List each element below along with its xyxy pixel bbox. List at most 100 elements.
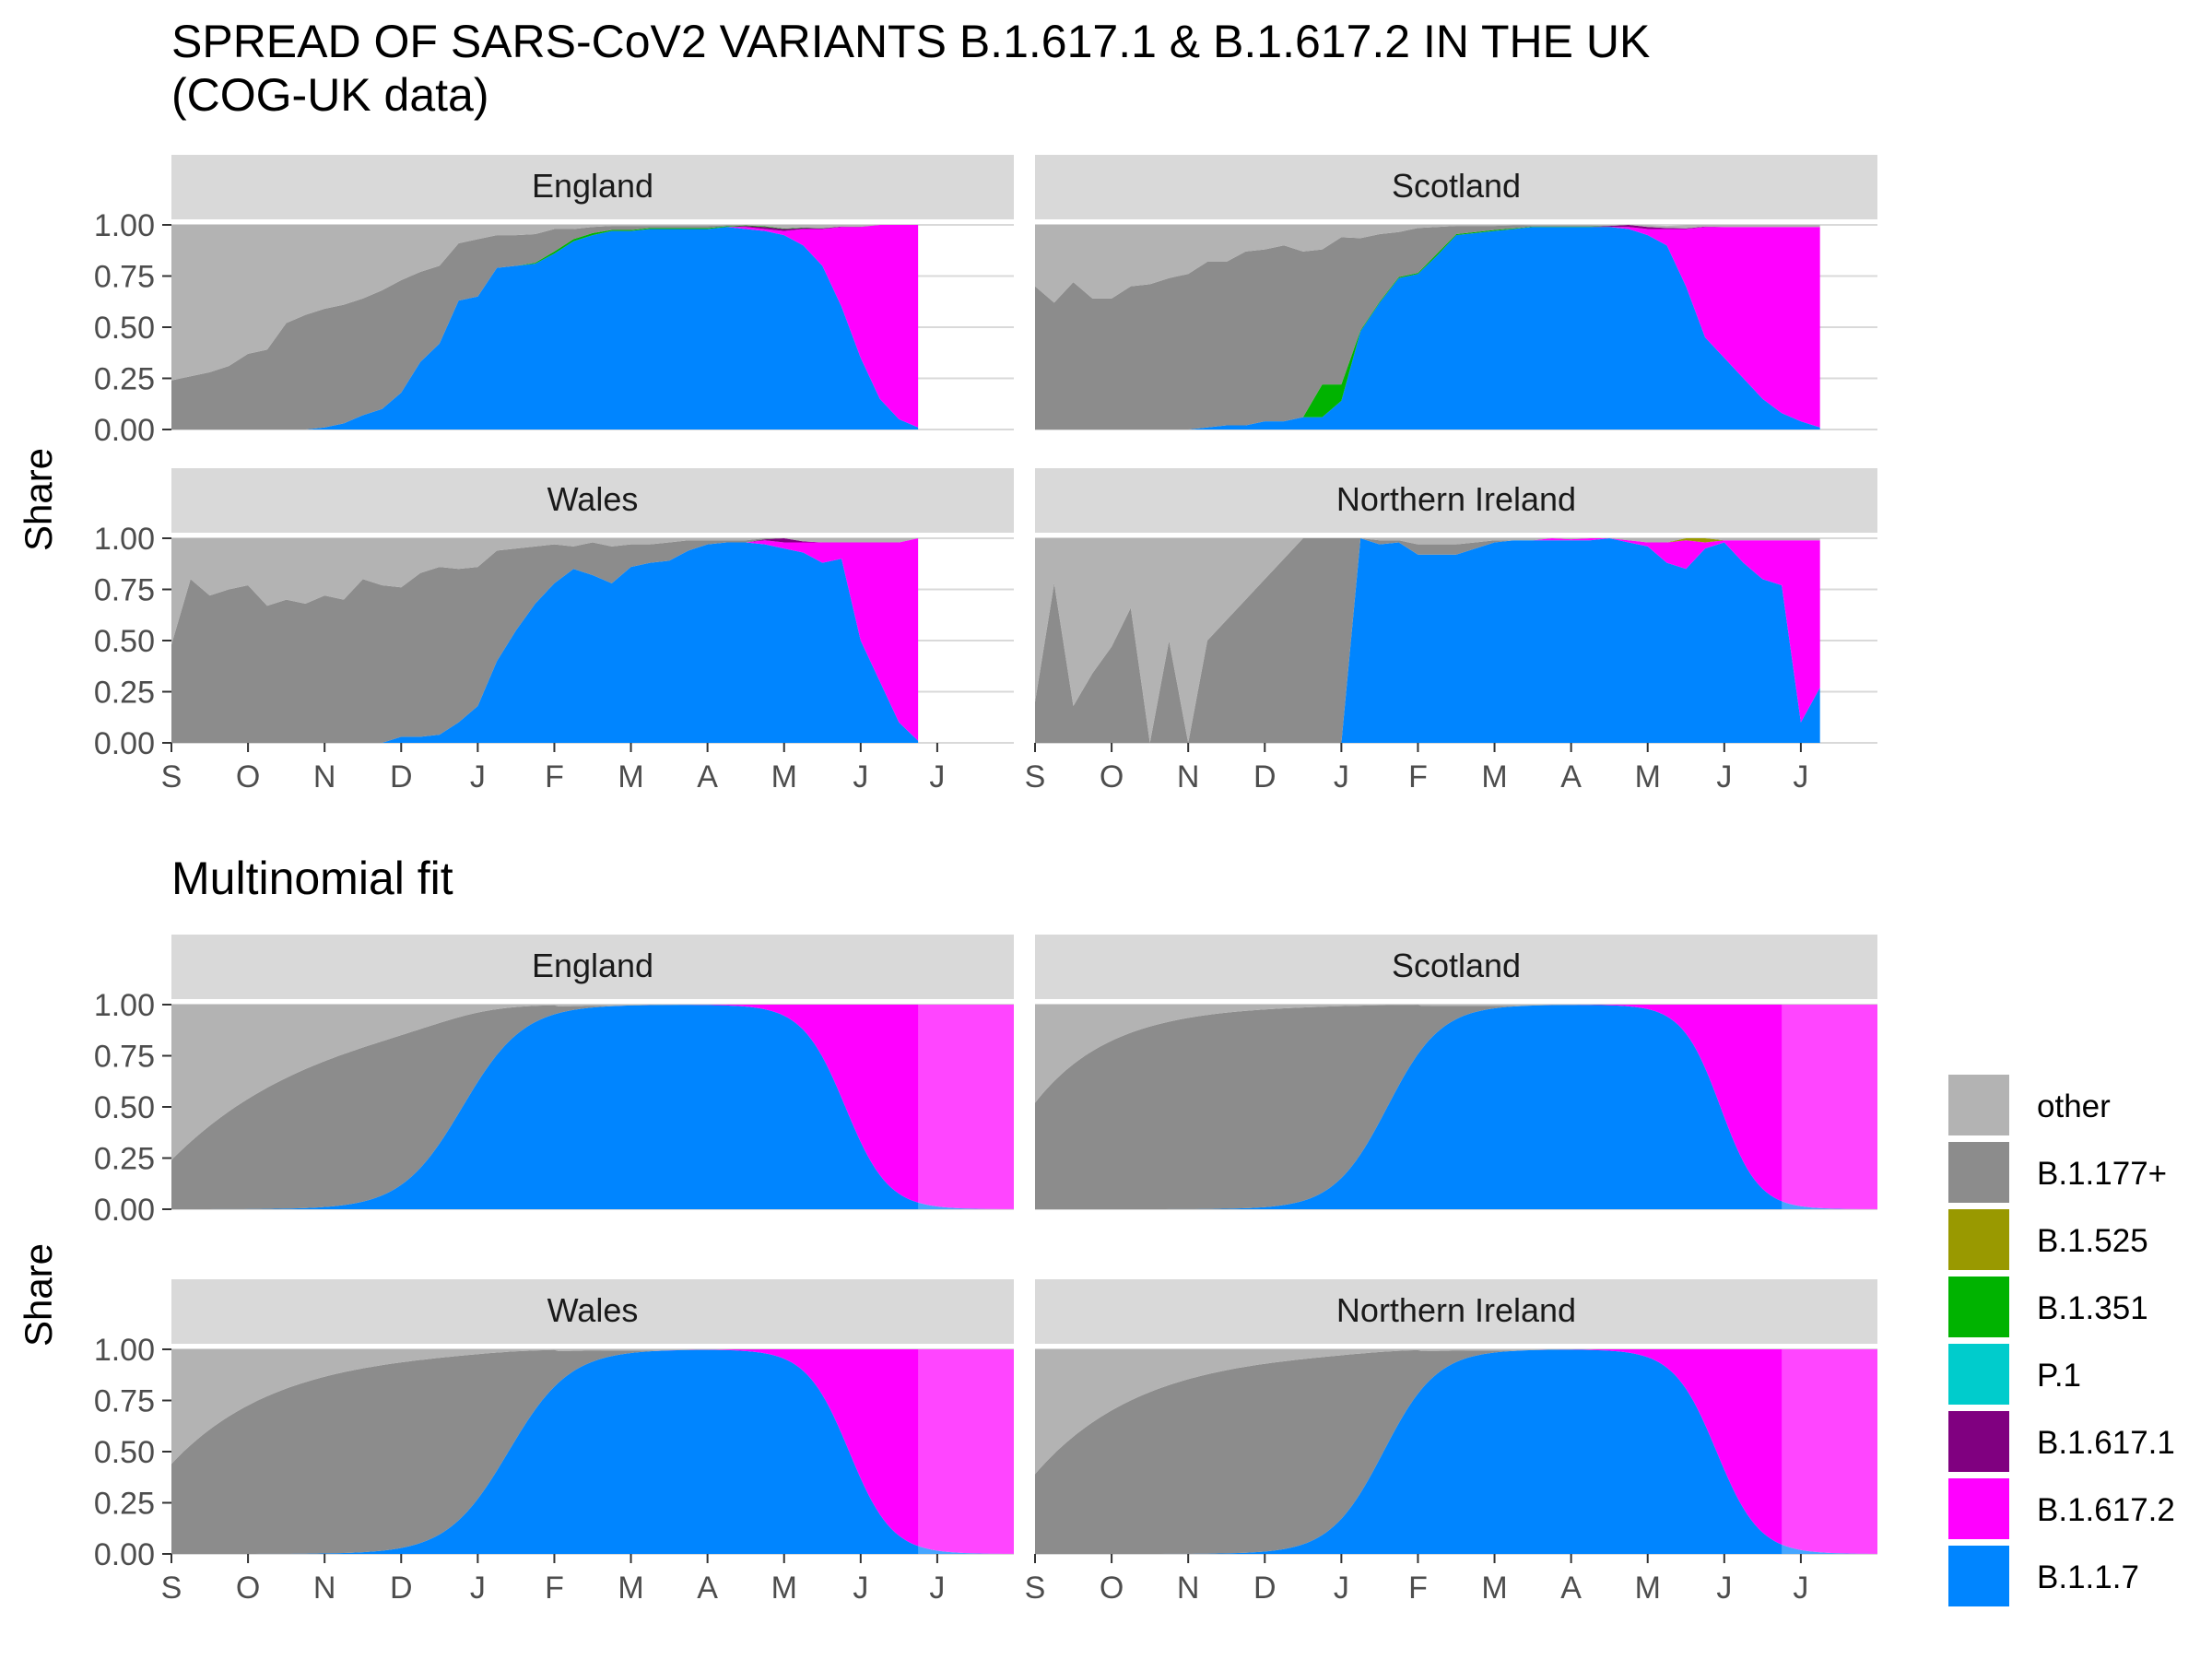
facet-strip bbox=[171, 1279, 1014, 1344]
x-tick-label: J bbox=[929, 759, 945, 794]
facet-strip bbox=[171, 468, 1014, 533]
x-tick-label: J bbox=[1334, 759, 1349, 794]
forecast-region bbox=[918, 1349, 1014, 1554]
area-b-1-1-7 bbox=[171, 1349, 1014, 1554]
y-tick-label: 0.75 bbox=[94, 573, 155, 608]
x-tick-label: N bbox=[313, 1571, 336, 1606]
legend-item-b-1-1-7: B.1.1.7 bbox=[1948, 1546, 2139, 1606]
x-tick-label: M bbox=[1481, 759, 1507, 794]
facet-panel-scotland-data: Scotland bbox=[1035, 155, 1877, 430]
y-tick-label: 0.25 bbox=[94, 1142, 155, 1177]
area-b-1-1-7 bbox=[1035, 538, 1820, 743]
area-b-1-617-2 bbox=[1035, 538, 1820, 743]
area-b-1-177- bbox=[171, 1349, 1014, 1554]
area-b-1-177- bbox=[171, 225, 919, 429]
x-tick-label: S bbox=[1025, 759, 1046, 794]
x-tick-label: O bbox=[236, 759, 260, 794]
fit-section-title: Multinomial fit bbox=[171, 853, 453, 904]
y-axis-title: Share bbox=[17, 1243, 60, 1347]
legend-label: B.1.1.7 bbox=[2037, 1559, 2139, 1595]
x-tick-label: M bbox=[618, 1571, 643, 1606]
x-tick-label: M bbox=[771, 759, 797, 794]
y-tick-label: 0.50 bbox=[94, 1435, 155, 1470]
y-tick-label: 0.25 bbox=[94, 1487, 155, 1522]
facet-strip bbox=[1035, 1279, 1877, 1344]
legend-label: B.1.617.1 bbox=[2037, 1425, 2175, 1461]
legend-label: B.1.617.2 bbox=[2037, 1492, 2175, 1528]
legend-item-other: other bbox=[1948, 1075, 2111, 1135]
area-other bbox=[1035, 538, 1820, 743]
legend-key bbox=[1948, 1546, 2009, 1606]
x-tick-label: J bbox=[1716, 759, 1732, 794]
y-tick-label: 0.75 bbox=[94, 260, 155, 295]
legend-key bbox=[1948, 1344, 2009, 1405]
area-b-1-1-7 bbox=[171, 542, 919, 743]
area-b-1-177- bbox=[1035, 225, 1820, 429]
x-tick-label: N bbox=[313, 759, 336, 794]
y-tick-label: 0.25 bbox=[94, 362, 155, 397]
x-tick-label: S bbox=[1025, 1571, 1046, 1606]
legend-key bbox=[1948, 1209, 2009, 1270]
y-tick-label: 0.50 bbox=[94, 311, 155, 346]
y-axis-title: Share bbox=[17, 448, 60, 551]
x-tick-label: F bbox=[1408, 759, 1428, 794]
x-tick-label: M bbox=[1481, 1571, 1507, 1606]
y-tick-label: 0.25 bbox=[94, 676, 155, 711]
forecast-region bbox=[918, 1005, 1014, 1209]
y-tick-label: 0.75 bbox=[94, 1384, 155, 1419]
x-tick-label: D bbox=[390, 1571, 413, 1606]
x-tick-label: F bbox=[1408, 1571, 1428, 1606]
area-b-1-617-2 bbox=[171, 538, 919, 743]
area-b-1-177- bbox=[171, 1005, 1014, 1209]
legend-item-b-1-617-1: B.1.617.1 bbox=[1948, 1411, 2175, 1472]
area-other bbox=[171, 1349, 1014, 1465]
area-other bbox=[171, 225, 919, 381]
area-b-1-1-7 bbox=[1035, 1005, 1877, 1209]
facet-strip-label: Wales bbox=[547, 1291, 639, 1329]
legend-key bbox=[1948, 1142, 2009, 1203]
area-other bbox=[1035, 225, 1820, 303]
facet-panel-england-data: England 0.00 0.25 0.50 0.75 1.00 bbox=[94, 155, 1014, 448]
legend-label: B.1.525 bbox=[2037, 1223, 2148, 1259]
legend-label: P.1 bbox=[2037, 1358, 2081, 1394]
x-tick-label: S bbox=[161, 1571, 182, 1606]
y-tick-label: 0.00 bbox=[94, 1193, 155, 1228]
x-tick-label: A bbox=[697, 1571, 718, 1606]
legend-item-b-1-617-2: B.1.617.2 bbox=[1948, 1478, 2175, 1539]
area-b-1-1-7 bbox=[171, 227, 919, 429]
x-tick-label: O bbox=[1100, 1571, 1124, 1606]
legend-label: other bbox=[2037, 1088, 2111, 1124]
x-tick-label: D bbox=[1253, 1571, 1277, 1606]
x-tick-label: N bbox=[1177, 1571, 1200, 1606]
area-b-1-177- bbox=[171, 538, 919, 743]
legend-label: B.1.177+ bbox=[2037, 1156, 2167, 1192]
facet-panel-northern-ireland-fit: Northern Ireland S O N D J F M A M J J bbox=[1025, 1279, 1877, 1606]
x-tick-label: O bbox=[236, 1571, 260, 1606]
area-b-1-617-2 bbox=[171, 225, 919, 429]
area-b-1-1-7 bbox=[1035, 227, 1820, 429]
legend-item-b-1-351: B.1.351 bbox=[1948, 1277, 2148, 1337]
x-tick-label: O bbox=[1100, 759, 1124, 794]
area-other bbox=[171, 538, 919, 645]
area-b-1-177- bbox=[1035, 538, 1820, 743]
x-tick-label: N bbox=[1177, 759, 1200, 794]
facet-strip-label: Scotland bbox=[1392, 947, 1521, 984]
x-tick-label: M bbox=[1635, 759, 1661, 794]
facet-panel-england-fit: England 0.00 0.25 0.50 0.75 1.00 bbox=[94, 935, 1014, 1228]
legend-label: B.1.351 bbox=[2037, 1290, 2148, 1326]
legend-item-b-1-525: B.1.525 bbox=[1948, 1209, 2148, 1270]
area-b-1-177- bbox=[1035, 1005, 1877, 1209]
facet-strip bbox=[1035, 935, 1877, 999]
chart-title: SPREAD OF SARS-CoV2 VARIANTS B.1.617.1 &… bbox=[171, 16, 1651, 121]
area-b-1-617-2 bbox=[1035, 1349, 1877, 1554]
x-tick-label: D bbox=[1253, 759, 1277, 794]
facet-strip bbox=[171, 935, 1014, 999]
y-tick-label: 1.00 bbox=[94, 988, 155, 1023]
legend-item-b-1-177-: B.1.177+ bbox=[1948, 1142, 2167, 1203]
x-tick-label: J bbox=[470, 1571, 486, 1606]
area-b-1-1-7 bbox=[171, 1005, 1014, 1209]
facet-strip-label: Northern Ireland bbox=[1336, 480, 1576, 518]
facet-panel-scotland-fit: Scotland bbox=[1035, 935, 1877, 1210]
facet-strip-label: England bbox=[532, 167, 653, 205]
